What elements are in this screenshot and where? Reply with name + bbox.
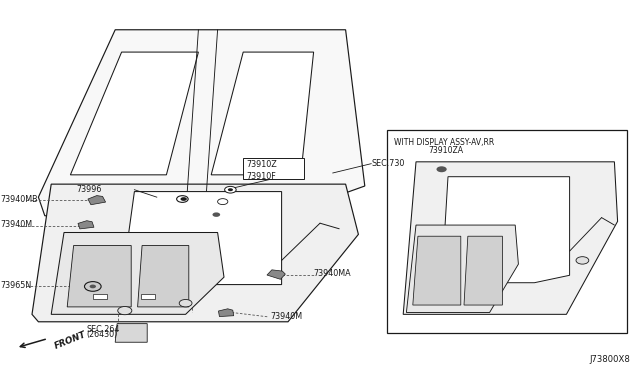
Bar (141, 294, 155, 299)
Polygon shape (267, 270, 285, 279)
Text: SEC.730: SEC.730 (371, 159, 404, 168)
Polygon shape (38, 30, 365, 216)
Polygon shape (70, 52, 198, 175)
Polygon shape (403, 162, 618, 314)
Text: 73940MB: 73940MB (0, 195, 38, 203)
Polygon shape (442, 177, 570, 283)
Polygon shape (88, 196, 106, 205)
Text: 73910Z: 73910Z (246, 160, 277, 169)
Circle shape (180, 197, 187, 201)
Text: 73910F: 73910F (246, 172, 276, 181)
Circle shape (84, 282, 101, 291)
Text: 73910ZA: 73910ZA (429, 146, 464, 155)
Text: J73800X8: J73800X8 (589, 355, 630, 364)
Polygon shape (138, 246, 189, 307)
Circle shape (179, 299, 192, 307)
Text: 73965N: 73965N (0, 281, 31, 290)
Circle shape (436, 166, 447, 172)
Circle shape (225, 186, 236, 193)
Polygon shape (406, 225, 518, 312)
Circle shape (90, 285, 96, 288)
Text: WITH DISPLAY ASSY-AV,RR: WITH DISPLAY ASSY-AV,RR (394, 138, 494, 147)
Polygon shape (78, 221, 94, 229)
Polygon shape (413, 236, 461, 305)
Bar (243, 158, 304, 179)
Circle shape (118, 307, 132, 315)
Text: (26430): (26430) (86, 330, 118, 339)
Polygon shape (122, 192, 282, 285)
Text: FRONT: FRONT (53, 330, 88, 350)
Circle shape (218, 199, 228, 205)
Circle shape (228, 188, 233, 191)
Polygon shape (115, 324, 147, 342)
Polygon shape (32, 184, 358, 322)
Circle shape (576, 257, 589, 264)
Polygon shape (51, 232, 224, 314)
Circle shape (212, 212, 220, 217)
Text: 73996: 73996 (77, 185, 102, 194)
Polygon shape (211, 52, 314, 175)
Text: 73940M: 73940M (270, 312, 302, 321)
Text: 73940MA: 73940MA (314, 269, 351, 278)
Bar (387, 130, 627, 333)
Polygon shape (218, 309, 234, 317)
Text: 73940M: 73940M (0, 220, 32, 229)
Bar (93, 294, 107, 299)
Circle shape (177, 196, 188, 202)
Polygon shape (67, 246, 131, 307)
Text: SEC.264: SEC.264 (86, 325, 120, 334)
Polygon shape (464, 236, 502, 305)
